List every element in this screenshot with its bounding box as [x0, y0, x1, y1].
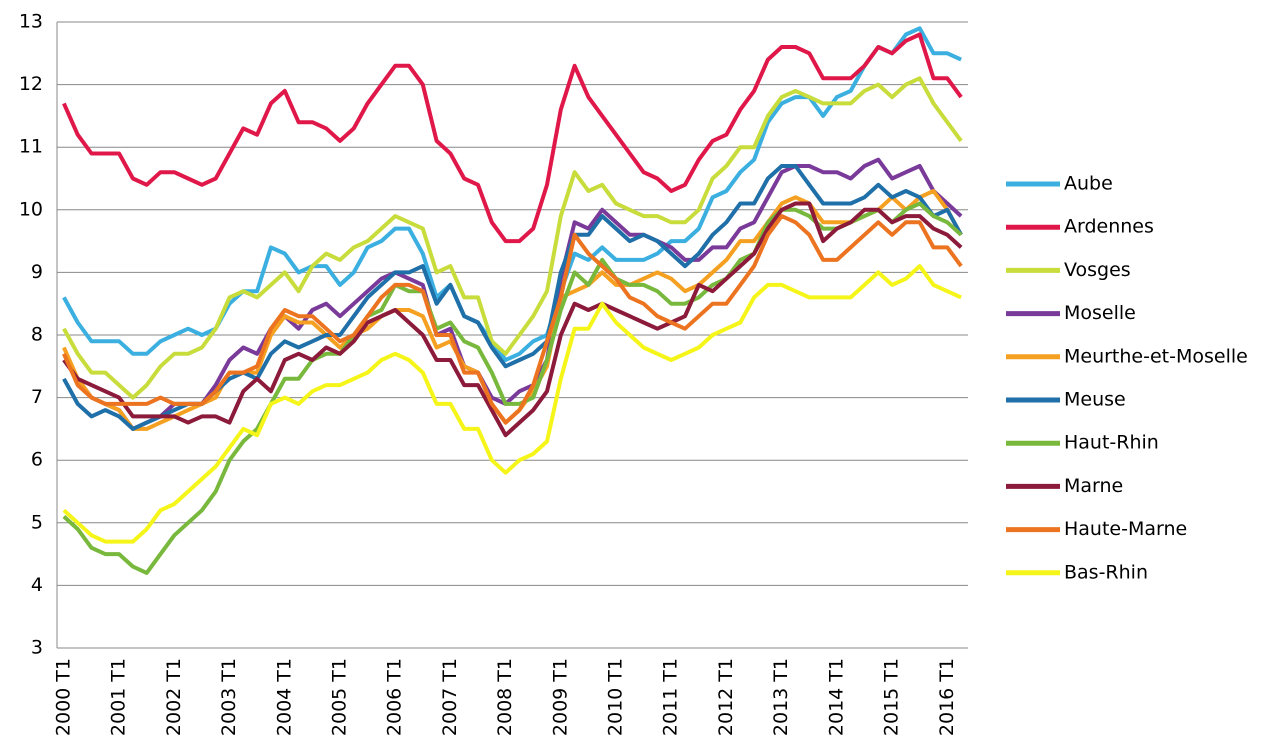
y-tick-label: 12: [19, 73, 43, 95]
x-tick-label: 2009 T1: [549, 658, 571, 736]
y-tick-label: 8: [31, 324, 43, 346]
x-tick-label: 2005 T1: [328, 658, 350, 736]
y-tick-label: 13: [19, 11, 43, 33]
series-line: [62, 214, 963, 425]
x-tick-label: 2004 T1: [273, 658, 295, 736]
x-tick-label: 2006 T1: [384, 658, 406, 736]
x-tick-label: 2012 T1: [715, 658, 737, 736]
x-tick-label: 2011 T1: [660, 658, 682, 736]
legend-label: Vosges: [1064, 259, 1131, 281]
x-tick-label: 2000 T1: [52, 658, 74, 736]
y-tick-label: 9: [31, 261, 43, 283]
legend-label: Moselle: [1064, 302, 1136, 324]
legend-label: Meuse: [1064, 389, 1126, 411]
y-tick-label: 5: [31, 511, 43, 533]
y-tick-label: 3: [31, 637, 43, 659]
y-tick-label: 4: [31, 574, 43, 596]
series-line: [62, 201, 963, 575]
x-tick-label: 2003 T1: [218, 658, 240, 736]
x-tick-label: 2010 T1: [605, 658, 627, 736]
legend-label: Haut-Rhin: [1064, 432, 1159, 454]
legend-label: Marne: [1064, 475, 1123, 497]
y-tick-label: 7: [31, 386, 43, 408]
series-line: [62, 264, 962, 544]
y-tick-label: 11: [19, 136, 43, 158]
series-line: [62, 201, 963, 438]
x-tick-label: 2001 T1: [108, 658, 130, 736]
series-line: [62, 76, 963, 400]
y-tick-label: 6: [31, 449, 43, 471]
y-tick-label: 10: [19, 198, 43, 220]
legend-label: Meurthe-et-Moselle: [1064, 345, 1248, 367]
x-tick-label: 2014 T1: [825, 658, 847, 736]
legend-label: Bas-Rhin: [1064, 561, 1148, 583]
x-tick-label: 2007 T1: [439, 658, 461, 736]
x-tick-label: 2008 T1: [494, 658, 516, 736]
legend-label: Ardennes: [1064, 216, 1154, 238]
x-tick-label: 2002 T1: [163, 658, 185, 736]
x-tick-label: 2013 T1: [770, 658, 792, 736]
series-line: [62, 157, 963, 431]
x-tick-label: 2016 T1: [936, 658, 958, 736]
series-line: [62, 32, 963, 244]
legend-label: Haute-Marne: [1064, 518, 1187, 540]
x-tick-label: 2015 T1: [881, 658, 903, 736]
legend-label: Aube: [1064, 173, 1113, 195]
